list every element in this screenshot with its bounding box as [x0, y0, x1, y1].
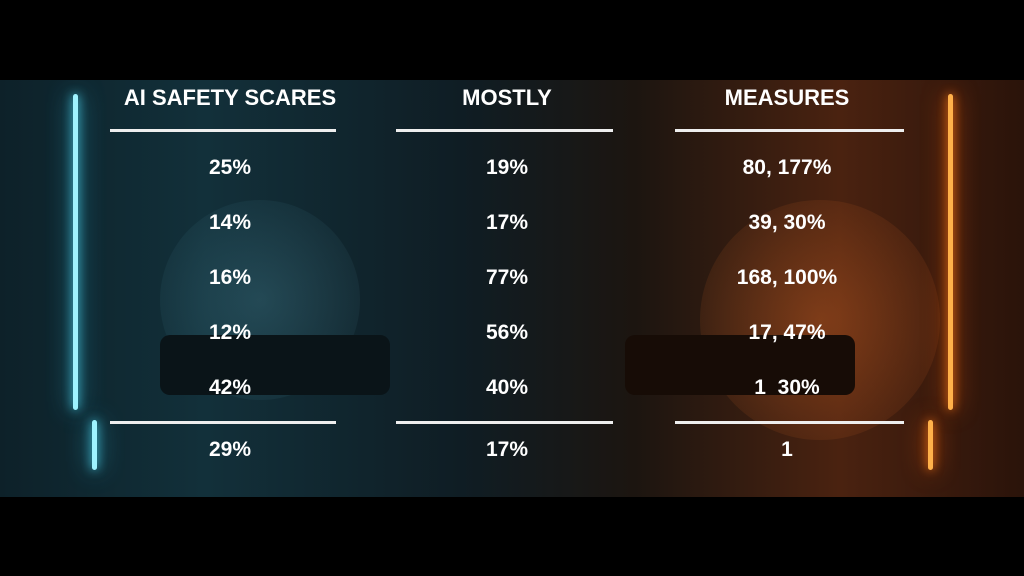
footer-cell: 17%: [485, 438, 529, 461]
chair-silhouette: [625, 335, 855, 395]
table-cell: 17, 47%: [748, 321, 826, 344]
chair-silhouette: [160, 335, 390, 395]
footer-rule: [110, 421, 336, 424]
footer-cell: 29%: [208, 438, 252, 461]
light-glow: [700, 200, 940, 440]
footer-rule: [675, 421, 904, 424]
table-cell: 42%: [208, 376, 252, 399]
footer-rule: [396, 421, 613, 424]
neon-strip: [948, 94, 953, 410]
neon-strip: [73, 94, 78, 410]
table-cell: 14%: [208, 211, 252, 234]
column-header: MEASURES: [724, 85, 850, 110]
table-cell: 80, 177%: [742, 156, 832, 179]
column-header: AI SAFETY SCARES: [123, 85, 337, 110]
neon-strip: [92, 420, 97, 470]
header-rule: [675, 129, 904, 132]
table-cell: 25%: [208, 156, 252, 179]
table-cell: 168, 100%: [736, 266, 838, 289]
table-cell: 56%: [485, 321, 529, 344]
table-cell: 39, 30%: [748, 211, 826, 234]
header-rule: [396, 129, 613, 132]
neon-strip: [928, 420, 933, 470]
table-cell: 17%: [485, 211, 529, 234]
table-cell: 77%: [485, 266, 529, 289]
header-rule: [110, 129, 336, 132]
table-cell: 12%: [208, 321, 252, 344]
table-cell: 1 30%: [754, 376, 820, 399]
background-scene: [0, 80, 1024, 497]
table-cell: 16%: [208, 266, 252, 289]
column-header: MOSTLY: [462, 85, 552, 110]
table-cell: 19%: [485, 156, 529, 179]
table-cell: 40%: [485, 376, 529, 399]
footer-cell: 1: [781, 438, 793, 461]
